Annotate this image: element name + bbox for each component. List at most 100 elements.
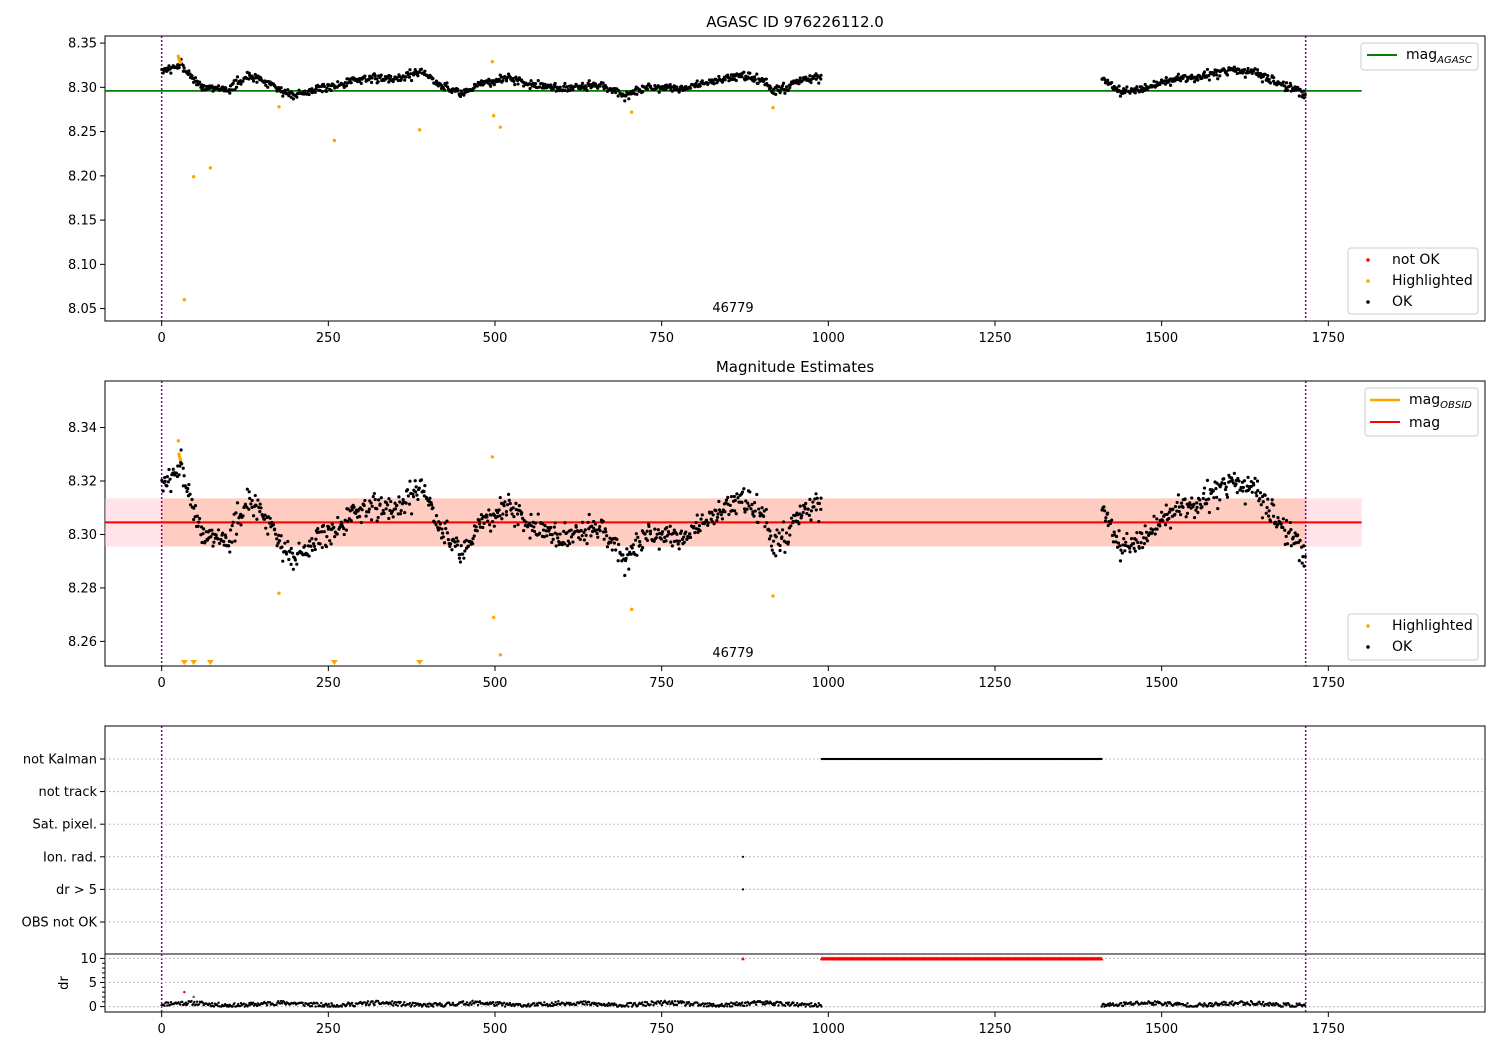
dr-point-ok	[649, 1003, 652, 1006]
point-ok	[715, 515, 720, 519]
point-ok	[667, 532, 671, 536]
point-ok	[250, 498, 254, 503]
point-ok	[329, 542, 333, 546]
point-ok	[343, 518, 347, 522]
point-ok	[512, 79, 516, 84]
point-ok	[279, 86, 283, 90]
point-ok	[1212, 73, 1216, 77]
point-ok	[723, 510, 727, 514]
y-tick-label: 8.35	[68, 37, 97, 52]
point-ok	[549, 525, 553, 530]
point-ok	[161, 71, 165, 75]
point-ok	[406, 494, 410, 498]
dr-point-ok	[301, 1001, 304, 1005]
point-ok	[675, 532, 679, 536]
dr-point-ok	[210, 1002, 214, 1005]
point-highlighted	[176, 54, 181, 59]
point-ok	[248, 496, 252, 500]
point-ok	[665, 526, 669, 530]
point-ok	[789, 524, 793, 528]
point-highlighted	[277, 105, 281, 109]
dr-point-ok	[803, 1002, 806, 1006]
point-ok	[612, 541, 616, 545]
point-ok	[446, 538, 450, 542]
point-ok	[617, 89, 621, 93]
point-ok	[197, 516, 202, 521]
point-ok	[743, 510, 747, 514]
point-ok	[688, 535, 693, 539]
y-tick-label: 8.05	[68, 302, 97, 317]
point-ok	[332, 525, 336, 530]
point-ok	[742, 507, 747, 511]
dr-point-ok	[216, 1004, 219, 1007]
point-ok	[283, 541, 287, 545]
dr-point-ok	[265, 1002, 268, 1005]
dr-point-ok	[377, 999, 380, 1003]
dr-point-ok	[589, 1003, 593, 1007]
point-ok	[216, 528, 221, 532]
flag-point	[1100, 757, 1103, 761]
point-ok	[349, 519, 353, 523]
marker-below-range	[330, 660, 338, 665]
point-ok	[653, 527, 657, 531]
point-ok	[1150, 531, 1154, 535]
point-ok	[241, 514, 245, 518]
point-ok	[511, 76, 515, 81]
point-ok	[563, 81, 567, 86]
point-highlighted	[498, 125, 503, 129]
point-ok	[749, 507, 753, 511]
dr-point-ok	[396, 1004, 399, 1007]
point-ok	[1268, 81, 1273, 85]
point-ok	[316, 527, 320, 531]
point-ok	[601, 519, 605, 523]
point-ok	[801, 510, 805, 515]
point-ok	[803, 507, 807, 511]
point-ok	[387, 497, 391, 501]
point-ok	[653, 83, 657, 88]
point-ok	[274, 532, 278, 536]
dr-point-ok	[593, 1001, 596, 1005]
point-ok	[409, 78, 414, 83]
point-ok	[490, 519, 495, 524]
dr-clipped-marker	[741, 956, 745, 961]
point-ok	[459, 89, 463, 93]
point-ok	[286, 539, 290, 544]
dr-point-ok	[764, 1000, 767, 1003]
dr-point-ok	[701, 1002, 705, 1005]
point-highlighted	[176, 439, 181, 443]
dr-point-ok	[728, 1005, 732, 1008]
point-ok	[1167, 516, 1171, 521]
point-ok	[764, 77, 768, 81]
point-highlighted	[491, 615, 496, 620]
point-ok	[466, 544, 470, 548]
point-ok	[1263, 72, 1267, 76]
point-ok	[325, 86, 329, 90]
point-ok	[571, 540, 575, 544]
point-ok	[1167, 510, 1171, 514]
point-ok	[193, 76, 198, 80]
dr-point-ok	[265, 1004, 269, 1007]
point-ok	[783, 550, 787, 554]
point-ok	[445, 81, 449, 85]
dr-point-ok	[227, 1005, 231, 1008]
dr-point-ok	[461, 1000, 465, 1003]
point-highlighted	[417, 128, 422, 132]
point-ok	[770, 548, 774, 552]
legend-magobsid-label: mag	[1409, 392, 1440, 408]
dr-point-ok	[451, 1001, 455, 1005]
point-ok	[472, 534, 476, 538]
dr-point-ok	[1202, 1005, 1205, 1008]
point-ok	[280, 545, 284, 549]
point-ok	[629, 552, 633, 556]
point-ok	[711, 513, 715, 517]
point-ok	[437, 520, 441, 524]
point-ok	[395, 76, 399, 80]
panel-mag-title: Magnitude Estimates	[716, 358, 874, 376]
dr-point-ok	[705, 1005, 708, 1008]
dr-point-ok	[163, 1004, 166, 1008]
point-ok	[1214, 487, 1218, 491]
dr-point-ok	[812, 1004, 816, 1008]
point-highlighted	[208, 166, 213, 170]
dr-point-ok	[606, 1004, 609, 1008]
point-ok	[375, 507, 379, 511]
